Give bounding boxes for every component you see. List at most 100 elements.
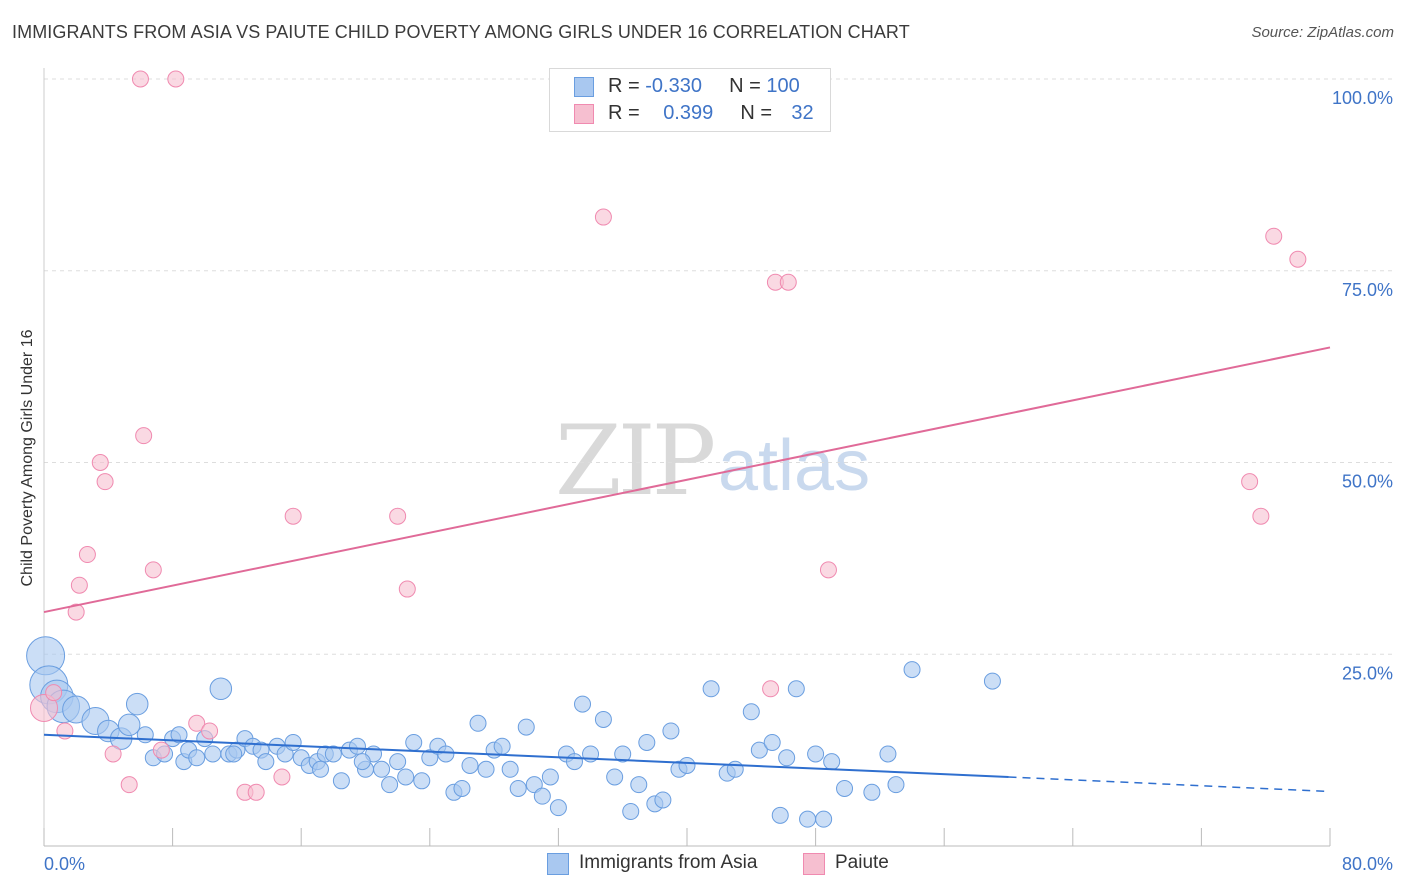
asia-point bbox=[225, 745, 243, 763]
watermark-zip: ZIP bbox=[555, 405, 716, 517]
paiute-point bbox=[96, 473, 114, 491]
paiute-point bbox=[120, 776, 138, 794]
asia-point bbox=[348, 737, 366, 755]
legend-swatch-asia bbox=[574, 77, 594, 97]
paiute-point bbox=[67, 603, 85, 621]
asia-point bbox=[702, 680, 720, 698]
asia-point bbox=[622, 802, 640, 820]
x-tick-label: 80.0% bbox=[1342, 854, 1393, 874]
asia-point bbox=[750, 741, 768, 759]
asia-point bbox=[284, 733, 302, 751]
asia-point bbox=[574, 695, 592, 713]
paiute-point bbox=[30, 693, 58, 722]
legend-n-label: N = bbox=[729, 75, 767, 97]
asia-point bbox=[662, 722, 680, 740]
asia-point bbox=[726, 760, 744, 778]
legend-n-label: N = bbox=[740, 102, 778, 124]
asia-point bbox=[493, 737, 511, 755]
paiute-point bbox=[131, 70, 149, 88]
asia-point bbox=[125, 692, 149, 716]
paiute-point bbox=[70, 576, 88, 594]
legend-swatch-paiute bbox=[574, 104, 594, 124]
asia-point bbox=[461, 756, 479, 774]
asia-point bbox=[533, 787, 551, 805]
paiute-point bbox=[594, 208, 612, 226]
asia-point bbox=[983, 672, 1001, 690]
paiute-point bbox=[78, 546, 96, 564]
paiute-point bbox=[1289, 250, 1307, 268]
paiute-point bbox=[1252, 507, 1270, 525]
asia-point bbox=[405, 733, 423, 751]
asia-point bbox=[413, 772, 431, 790]
paiute-trend-line bbox=[43, 346, 1331, 614]
paiute-point bbox=[819, 561, 837, 579]
paiute-point bbox=[247, 783, 265, 801]
asia-point bbox=[565, 753, 583, 771]
asia-point bbox=[787, 680, 805, 698]
y-tick-label: 50.0% bbox=[1342, 472, 1393, 492]
paiute-point bbox=[284, 507, 302, 525]
asia-trend-line-extension bbox=[1008, 776, 1331, 793]
y-tick-label: 100.0% bbox=[1332, 88, 1393, 108]
asia-point bbox=[879, 745, 897, 763]
asia-point bbox=[807, 745, 825, 763]
asia-point bbox=[170, 726, 188, 744]
asia-point bbox=[437, 745, 455, 763]
paiute-point bbox=[91, 454, 109, 471]
asia-point bbox=[477, 760, 495, 778]
paiute-point bbox=[389, 507, 407, 525]
bottom-legend-swatch-paiute bbox=[803, 853, 825, 875]
paiute-point bbox=[135, 427, 153, 445]
asia-point bbox=[541, 768, 559, 786]
legend-n-value: 100 bbox=[766, 75, 800, 97]
y-tick-label: 25.0% bbox=[1342, 663, 1393, 683]
asia-point bbox=[549, 799, 567, 817]
legend-n-value: 32 bbox=[791, 102, 814, 124]
legend-r-value: -0.330 bbox=[645, 75, 702, 97]
asia-point bbox=[453, 779, 471, 797]
paiute-point bbox=[1241, 473, 1259, 491]
paiute-point bbox=[152, 741, 170, 759]
asia-point bbox=[815, 810, 833, 828]
asia-point bbox=[863, 783, 881, 801]
paiute-point bbox=[201, 722, 219, 740]
chart-title: IMMIGRANTS FROM ASIA VS PAIUTE CHILD POV… bbox=[12, 22, 910, 42]
asia-point bbox=[324, 745, 342, 763]
asia-point bbox=[887, 776, 905, 794]
paiute-point bbox=[104, 745, 122, 763]
paiute-point bbox=[779, 273, 797, 291]
watermark-atlas: atlas bbox=[718, 426, 871, 506]
bottom-legend-swatch-asia bbox=[547, 853, 569, 875]
paiute-point bbox=[398, 580, 416, 598]
legend-r-label: R = bbox=[608, 102, 646, 124]
asia-point bbox=[654, 791, 672, 809]
paiute-point bbox=[45, 684, 63, 702]
asia-point bbox=[517, 718, 535, 736]
asia-point bbox=[630, 776, 648, 794]
x-tick-label: 0.0% bbox=[44, 854, 85, 874]
asia-point bbox=[397, 768, 415, 786]
asia-point bbox=[606, 768, 624, 786]
correlation-legend: R = -0.330 N = 100 R = 0.399 N = 32 bbox=[549, 68, 831, 132]
asia-point bbox=[501, 760, 519, 778]
asia-point bbox=[188, 749, 206, 767]
asia-point bbox=[763, 733, 781, 751]
bottom-legend-label-asia: Immigrants from Asia bbox=[579, 852, 758, 873]
asia-point bbox=[209, 677, 233, 701]
asia-point bbox=[594, 710, 612, 728]
asia-point bbox=[381, 776, 399, 794]
paiute-point bbox=[273, 768, 291, 786]
paiute-point bbox=[144, 561, 162, 579]
asia-trend-line bbox=[43, 733, 1009, 778]
asia-point bbox=[771, 806, 789, 824]
asia-point bbox=[525, 776, 543, 794]
paiute-point bbox=[1265, 227, 1283, 245]
asia-point bbox=[389, 753, 407, 771]
asia-point bbox=[353, 753, 371, 771]
asia-point bbox=[799, 810, 817, 828]
source-credit: Source: ZipAtlas.com bbox=[1251, 24, 1394, 41]
paiute-point bbox=[188, 714, 206, 732]
asia-point bbox=[823, 753, 841, 771]
asia-point bbox=[469, 714, 487, 732]
